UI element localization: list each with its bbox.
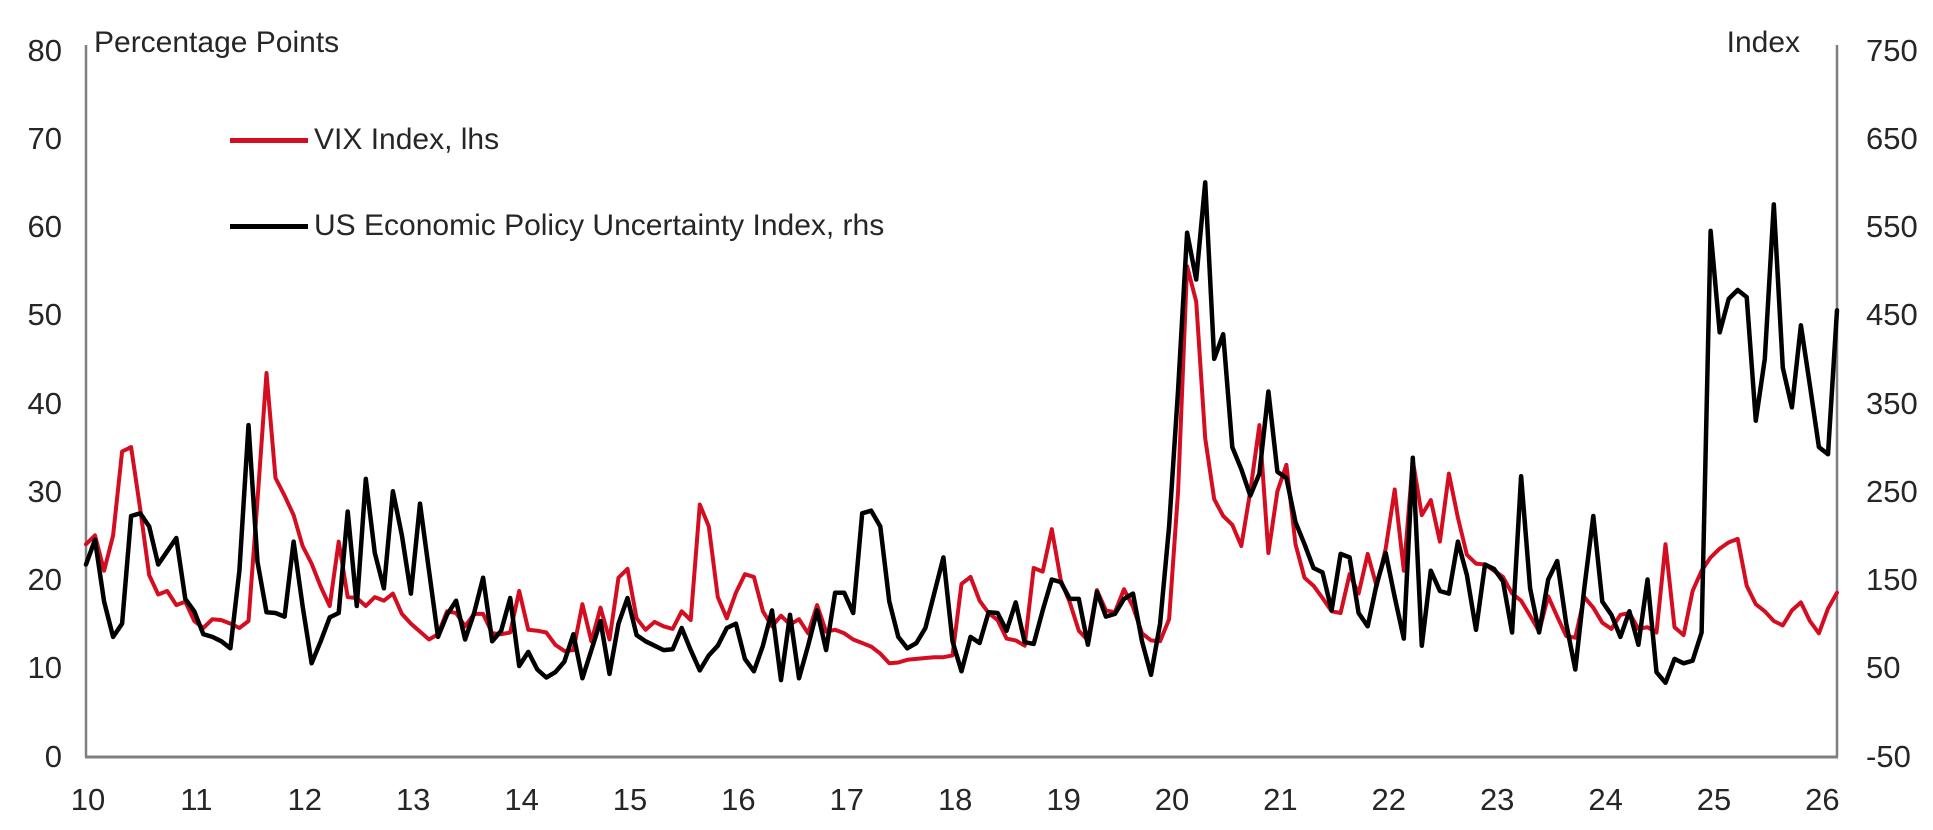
right-axis-tick-150: 150 xyxy=(1866,562,1918,597)
x-axis-tick-14: 14 xyxy=(504,782,539,817)
x-axis-tick-20: 20 xyxy=(1154,782,1190,817)
x-axis-tick-16: 16 xyxy=(721,782,756,817)
vix-line-swatch xyxy=(230,138,308,143)
left-axis-tick-10: 10 xyxy=(27,650,62,686)
x-axis-tick-17: 17 xyxy=(829,782,865,817)
left-axis-tick-70: 70 xyxy=(27,120,62,156)
epu-line xyxy=(83,180,1840,686)
x-axis-tick-13: 13 xyxy=(395,782,431,817)
x-axis-tick-10: 10 xyxy=(70,782,106,817)
vix-line xyxy=(84,264,1839,666)
left-axis-tick-40: 40 xyxy=(27,385,62,421)
left-axis-tick-50: 50 xyxy=(27,297,62,333)
right-axis-tick-350: 350 xyxy=(1866,385,1918,421)
x-axis-tick-15: 15 xyxy=(612,782,648,817)
x-axis-tick-19: 19 xyxy=(1046,782,1081,817)
right-axis-tick-50: 50 xyxy=(1866,650,1901,686)
x-axis-tick-12: 12 xyxy=(287,782,323,817)
x-axis-tick-23: 23 xyxy=(1479,782,1515,817)
legend-label: VIX Index, lhs xyxy=(314,123,500,156)
left-axis-title: Percentage Points xyxy=(94,26,340,59)
right-axis-tick-750: 750 xyxy=(1866,32,1918,68)
x-axis-tick-21: 21 xyxy=(1263,782,1298,817)
right-axis-title: Index xyxy=(1726,26,1800,59)
x-axis-tick-11: 11 xyxy=(180,782,213,817)
right-axis-tick--50: -50 xyxy=(1866,738,1911,774)
right-axis-tick-550: 550 xyxy=(1866,209,1918,244)
x-axis-tick-18: 18 xyxy=(937,782,973,817)
epu-line-swatch xyxy=(230,224,308,229)
left-axis-tick-80: 80 xyxy=(27,32,62,68)
left-axis-tick-30: 30 xyxy=(27,473,62,509)
left-axis-tick-0: 0 xyxy=(44,738,62,774)
x-axis-tick-24: 24 xyxy=(1588,782,1623,817)
legend-label: US Economic Policy Uncertainty Index, rh… xyxy=(314,209,885,242)
left-axis-tick-20: 20 xyxy=(27,562,62,597)
left-axis-tick-60: 60 xyxy=(27,209,62,244)
right-axis-tick-650: 650 xyxy=(1866,120,1918,156)
x-axis-tick-22: 22 xyxy=(1371,782,1407,817)
right-axis-tick-250: 250 xyxy=(1866,473,1918,509)
x-axis-tick-26: 26 xyxy=(1805,782,1840,817)
x-axis-tick-25: 25 xyxy=(1696,782,1732,817)
right-axis-tick-450: 450 xyxy=(1866,297,1918,333)
